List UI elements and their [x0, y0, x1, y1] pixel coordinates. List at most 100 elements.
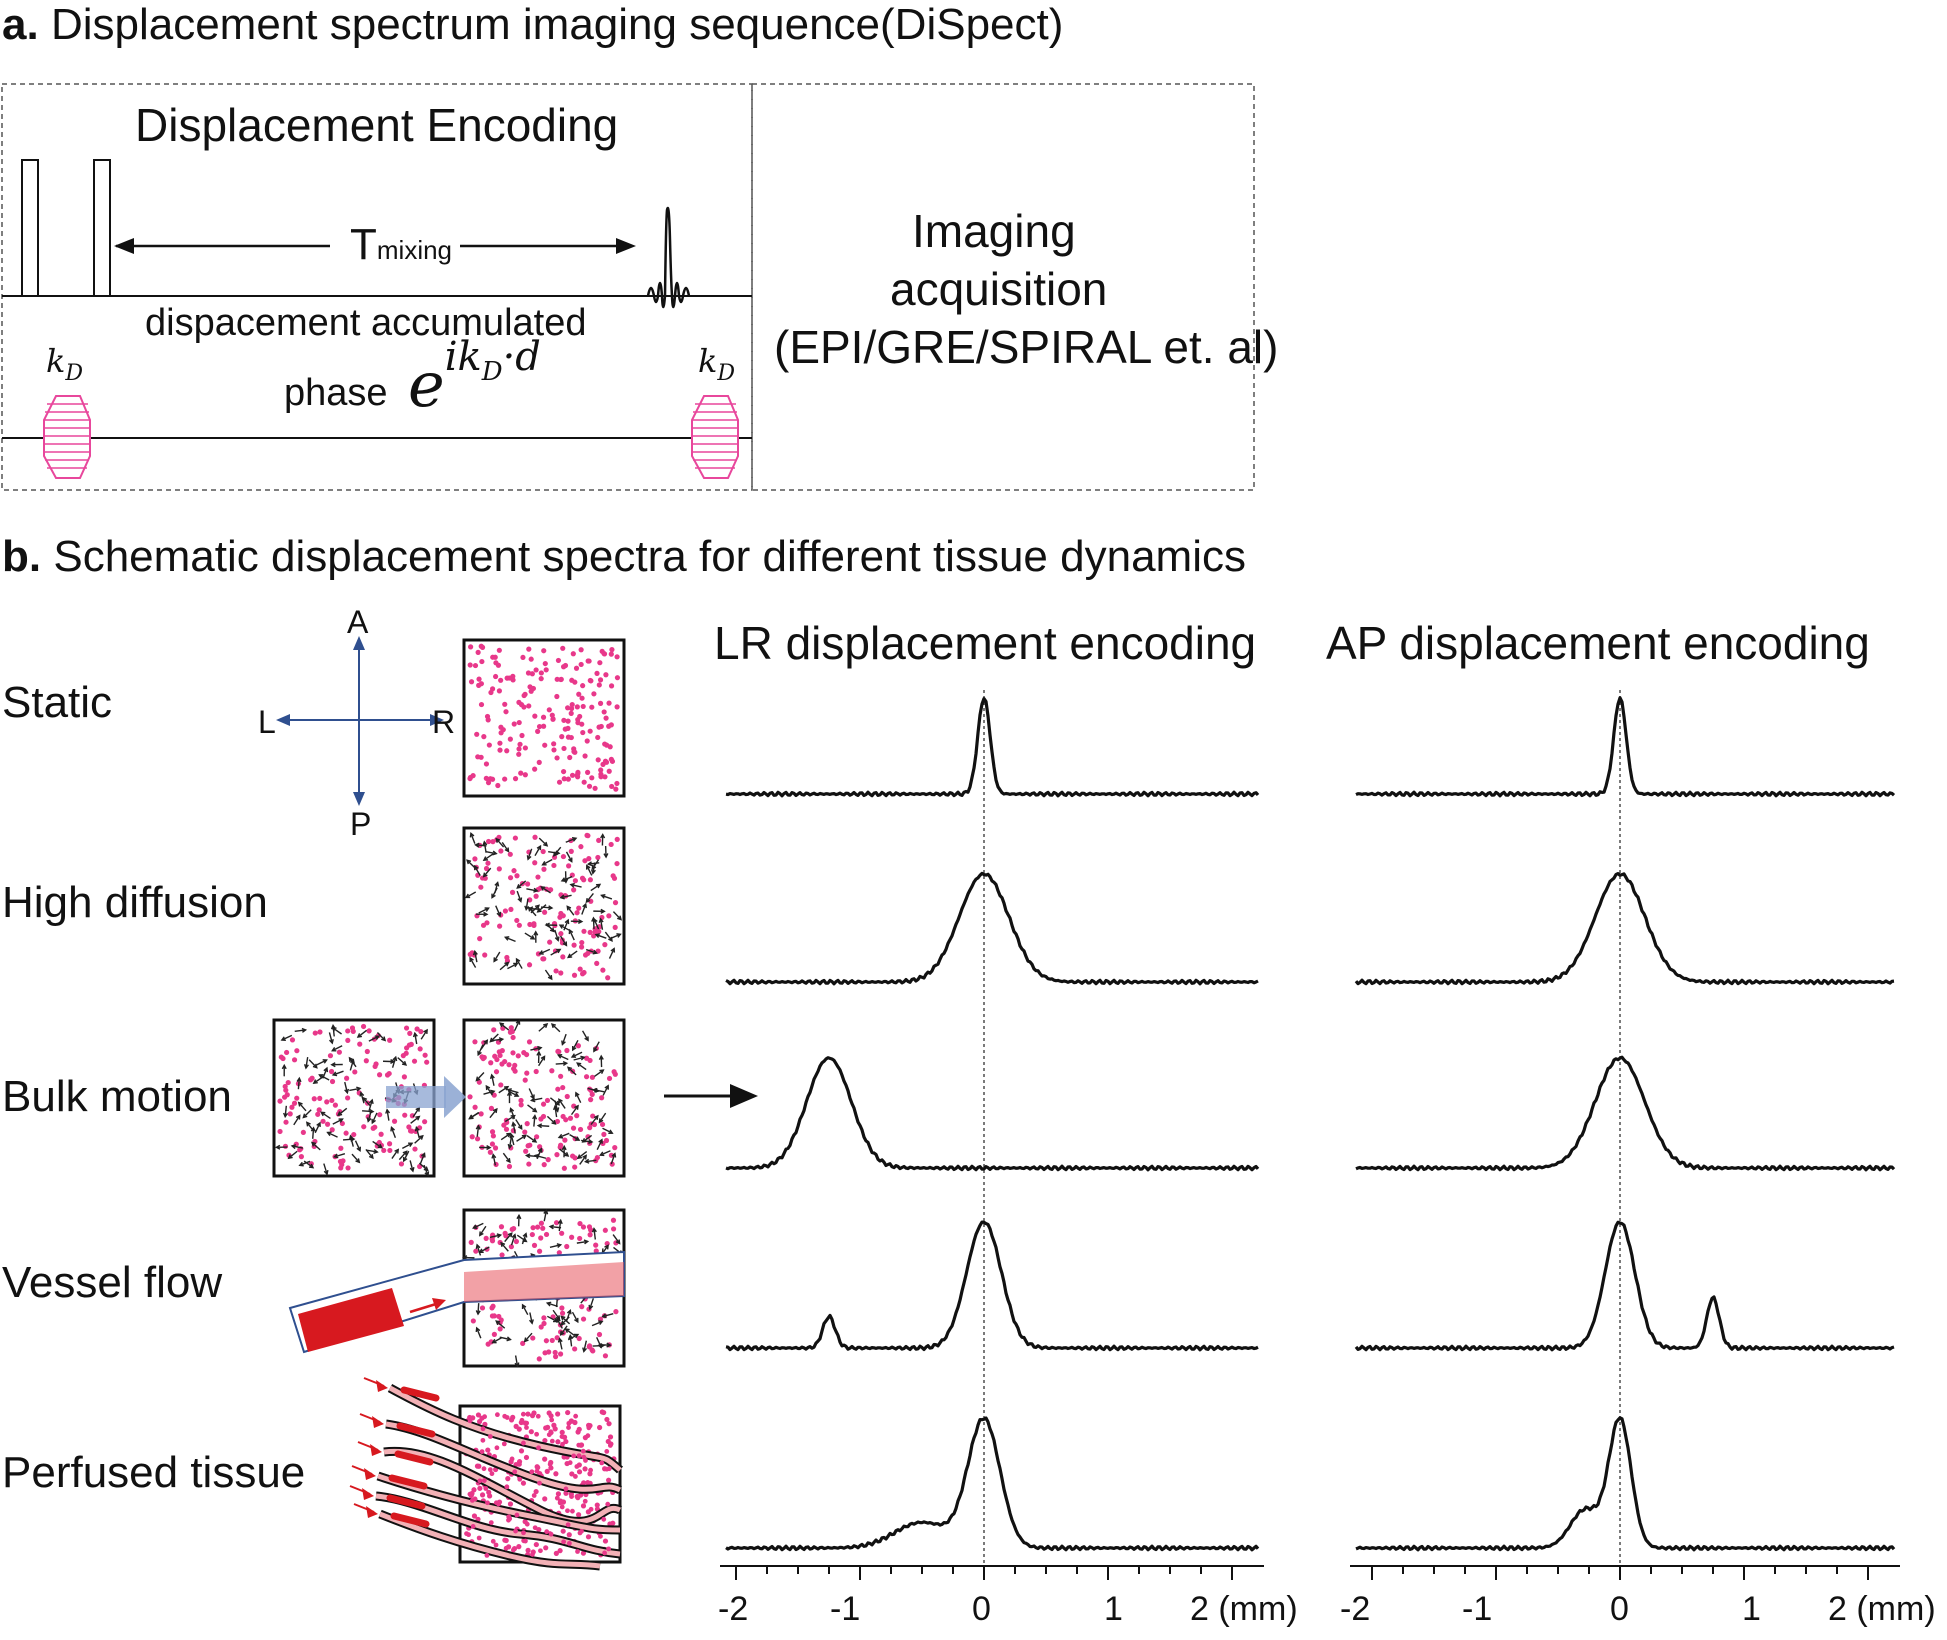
row-label-bulk-motion: Bulk motion — [2, 1072, 232, 1121]
lr-tick-m2: -2 — [718, 1590, 749, 1628]
tissue-bulk-after-square — [462, 1018, 626, 1178]
tissue-dot — [544, 1529, 550, 1535]
tissue-dot — [573, 1413, 579, 1419]
vessel-bolus — [298, 1288, 404, 1352]
tissue-dot — [565, 1522, 571, 1528]
tissue-dot — [549, 1417, 555, 1423]
tissue-dot — [519, 1417, 525, 1423]
kd-label-left: kD — [46, 342, 83, 386]
tissue-dot — [607, 1443, 613, 1448]
panel-a-title: a. Displacement spectrum imaging sequenc… — [2, 0, 1063, 50]
imaging-box — [751, 83, 1255, 491]
tissue-dot — [477, 1478, 483, 1484]
tissue-dot — [559, 1504, 565, 1510]
panel-b-letter: b. — [2, 532, 42, 581]
tissue-dot — [546, 1432, 552, 1438]
bulk-motion-arrow-body — [386, 1086, 446, 1108]
tissue-dot — [506, 1514, 512, 1520]
imaging-label-2: acquisition — [890, 263, 1108, 315]
tissue-dot — [480, 1426, 486, 1432]
tissue-dot — [561, 1539, 567, 1545]
perfusion-arrow-head — [366, 1506, 378, 1518]
row-label-perfused-tissue: Perfused tissue — [2, 1448, 306, 1497]
sinc-pulse — [646, 206, 691, 309]
tissue-dot — [534, 1431, 540, 1437]
tissue-dot — [483, 1486, 489, 1491]
tissue-dot — [531, 1493, 537, 1498]
panel-b-title: b. Schematic displacement spectra for di… — [2, 532, 1246, 582]
tissue-dot — [538, 1548, 543, 1554]
ap-tick-m2: -2 — [1340, 1590, 1371, 1628]
ap-tick-1: 1 — [1742, 1590, 1761, 1628]
tissue-dot — [490, 1538, 496, 1544]
tissue-dot — [605, 1501, 611, 1507]
tissue-dot — [536, 1445, 541, 1451]
tissue-dot — [549, 1438, 555, 1444]
tissue-dot — [598, 1533, 603, 1539]
ap-encoding-title: AP displacement encoding — [1326, 617, 1870, 669]
tissue-dot — [524, 1425, 529, 1430]
tissue-dot — [588, 1467, 594, 1473]
tissue-dot — [470, 1524, 476, 1529]
tissue-dot — [583, 1458, 588, 1463]
tissue-dot — [481, 1478, 487, 1483]
tissue-dot — [504, 1484, 510, 1490]
vessel-flow-region — [464, 1262, 624, 1302]
tmix-arrow-left-head — [114, 238, 134, 254]
kd-left-main: k — [46, 342, 66, 380]
lr-encoding-title: LR displacement encoding — [714, 617, 1257, 669]
tissue-dot — [588, 1506, 594, 1512]
phase-formula-exp-sub: D — [481, 357, 503, 387]
sequence-diagram — [1, 83, 1255, 491]
tissue-dot — [566, 1420, 572, 1426]
tissue-dot — [559, 1434, 565, 1440]
row-label-static: Static — [2, 678, 113, 727]
ap-tick-2: 2 (mm) — [1828, 1590, 1936, 1628]
capillary-blood — [388, 1474, 428, 1490]
ap-spectrum-static — [1355, 696, 1896, 798]
tissue-dot — [494, 1445, 500, 1451]
tissue-dot — [496, 1501, 502, 1507]
tissue-dot — [570, 1508, 575, 1514]
tissue-dot — [565, 1508, 570, 1514]
row-label-high-diffusion: High diffusion — [2, 878, 268, 927]
ap-spectrum-high-diffusion — [1354, 872, 1895, 986]
tissue-dot — [481, 1466, 487, 1472]
tissue-illustrations — [272, 638, 626, 1571]
perfusion-arrow-head — [362, 1488, 374, 1500]
tissue-dot — [524, 1420, 530, 1426]
tissue-dot — [530, 1552, 535, 1557]
tissue-dot — [487, 1467, 493, 1473]
tissue-dot — [521, 1530, 526, 1536]
lr-tick-2: 2 (mm) — [1190, 1590, 1298, 1628]
tissue-dot — [557, 1500, 563, 1506]
tissue-dot — [514, 1512, 520, 1518]
tissue-dot — [563, 1486, 569, 1492]
tissue-dot — [512, 1469, 518, 1475]
phase-formula-base: e — [408, 348, 445, 421]
capillary-blood — [386, 1494, 426, 1510]
tissue-dot — [574, 1464, 580, 1469]
kd-right-main: k — [698, 342, 718, 380]
panel-a-title-text: Displacement spectrum imaging sequence(D… — [50, 0, 1064, 49]
perfusion-arrow-head — [372, 1416, 384, 1428]
tissue-dot — [503, 1545, 509, 1551]
tissue-dot — [484, 1552, 490, 1558]
tmixing-sub: mixing — [376, 235, 453, 265]
tissue-dot — [509, 1456, 515, 1462]
accumulated-label: dispacement accumulated — [145, 302, 587, 344]
tissue-dot — [467, 1491, 473, 1497]
lr-tick-0: 0 — [972, 1590, 991, 1628]
tissue-dot — [529, 1469, 535, 1475]
tissue-dot — [580, 1448, 586, 1454]
tissue-dot — [577, 1530, 583, 1536]
ap-spectrum-vessel-flow — [1354, 1220, 1895, 1352]
lr-tick-1: 1 — [1104, 1590, 1123, 1628]
capillary-lumen — [383, 1448, 622, 1524]
tissue-dot — [488, 1520, 494, 1526]
compass-icon — [276, 636, 444, 806]
tissue-dot — [547, 1461, 553, 1467]
tissue-dot — [513, 1528, 519, 1534]
tissue-dot — [602, 1550, 607, 1556]
